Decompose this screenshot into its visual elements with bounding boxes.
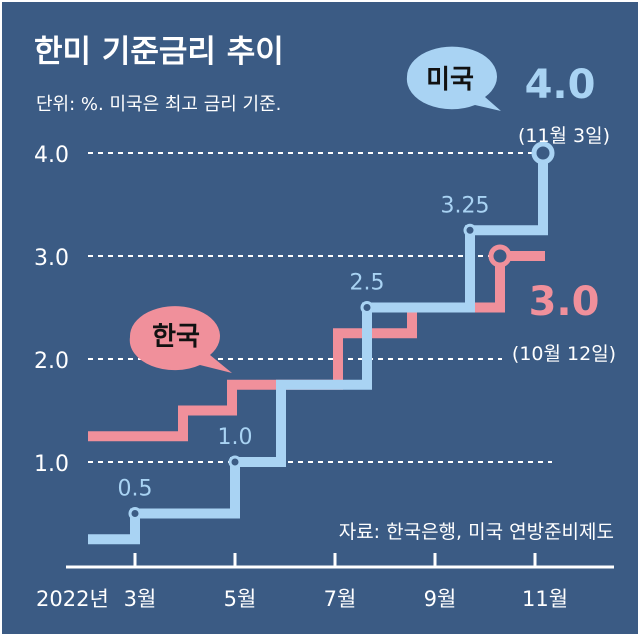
final-date-korea: (10월 12일) xyxy=(512,343,616,365)
series-line-korea xyxy=(88,251,545,442)
source-note: 자료: 한국은행, 미국 연방준비제도 xyxy=(339,521,614,543)
chart-subtitle: 단위: %. 미국은 최고 금리 기준. xyxy=(36,94,281,115)
x-tick-label: 5월 xyxy=(224,587,257,611)
final-point-us xyxy=(531,141,555,165)
final-value-korea: 3.0 xyxy=(529,279,600,325)
x-tick-label: 7월 xyxy=(324,587,357,611)
y-tick-label: 4.0 xyxy=(34,143,69,168)
x-tick-label: 11월 xyxy=(522,587,568,611)
data-label-us: 2.5 xyxy=(350,271,385,296)
chart-title: 한미 기준금리 추이 xyxy=(34,34,284,70)
data-point-us xyxy=(360,301,374,314)
x-year-label: 2022년 xyxy=(36,587,109,611)
x-tick-label: 9월 xyxy=(424,587,457,611)
data-label-us: 0.5 xyxy=(118,477,153,502)
data-point-us xyxy=(463,223,477,237)
data-point-us xyxy=(128,507,142,520)
final-value-us: 4.0 xyxy=(525,62,596,108)
x-tick-label: 3월 xyxy=(124,587,157,611)
legend-label-us: 미국 xyxy=(426,65,474,95)
data-label-us: 1.0 xyxy=(218,425,253,450)
legend-bubble-korea xyxy=(129,306,232,373)
y-tick-label: 1.0 xyxy=(34,452,69,477)
legend-label-korea: 한국 xyxy=(152,322,200,352)
final-point-korea xyxy=(488,244,512,268)
legend-bubble-us xyxy=(406,46,501,112)
final-date-us: (11월 3일) xyxy=(518,125,610,147)
y-tick-label: 2.0 xyxy=(34,349,69,374)
y-tick-label: 3.0 xyxy=(34,246,69,271)
data-label-us: 3.25 xyxy=(441,193,490,218)
data-point-us xyxy=(228,455,242,469)
